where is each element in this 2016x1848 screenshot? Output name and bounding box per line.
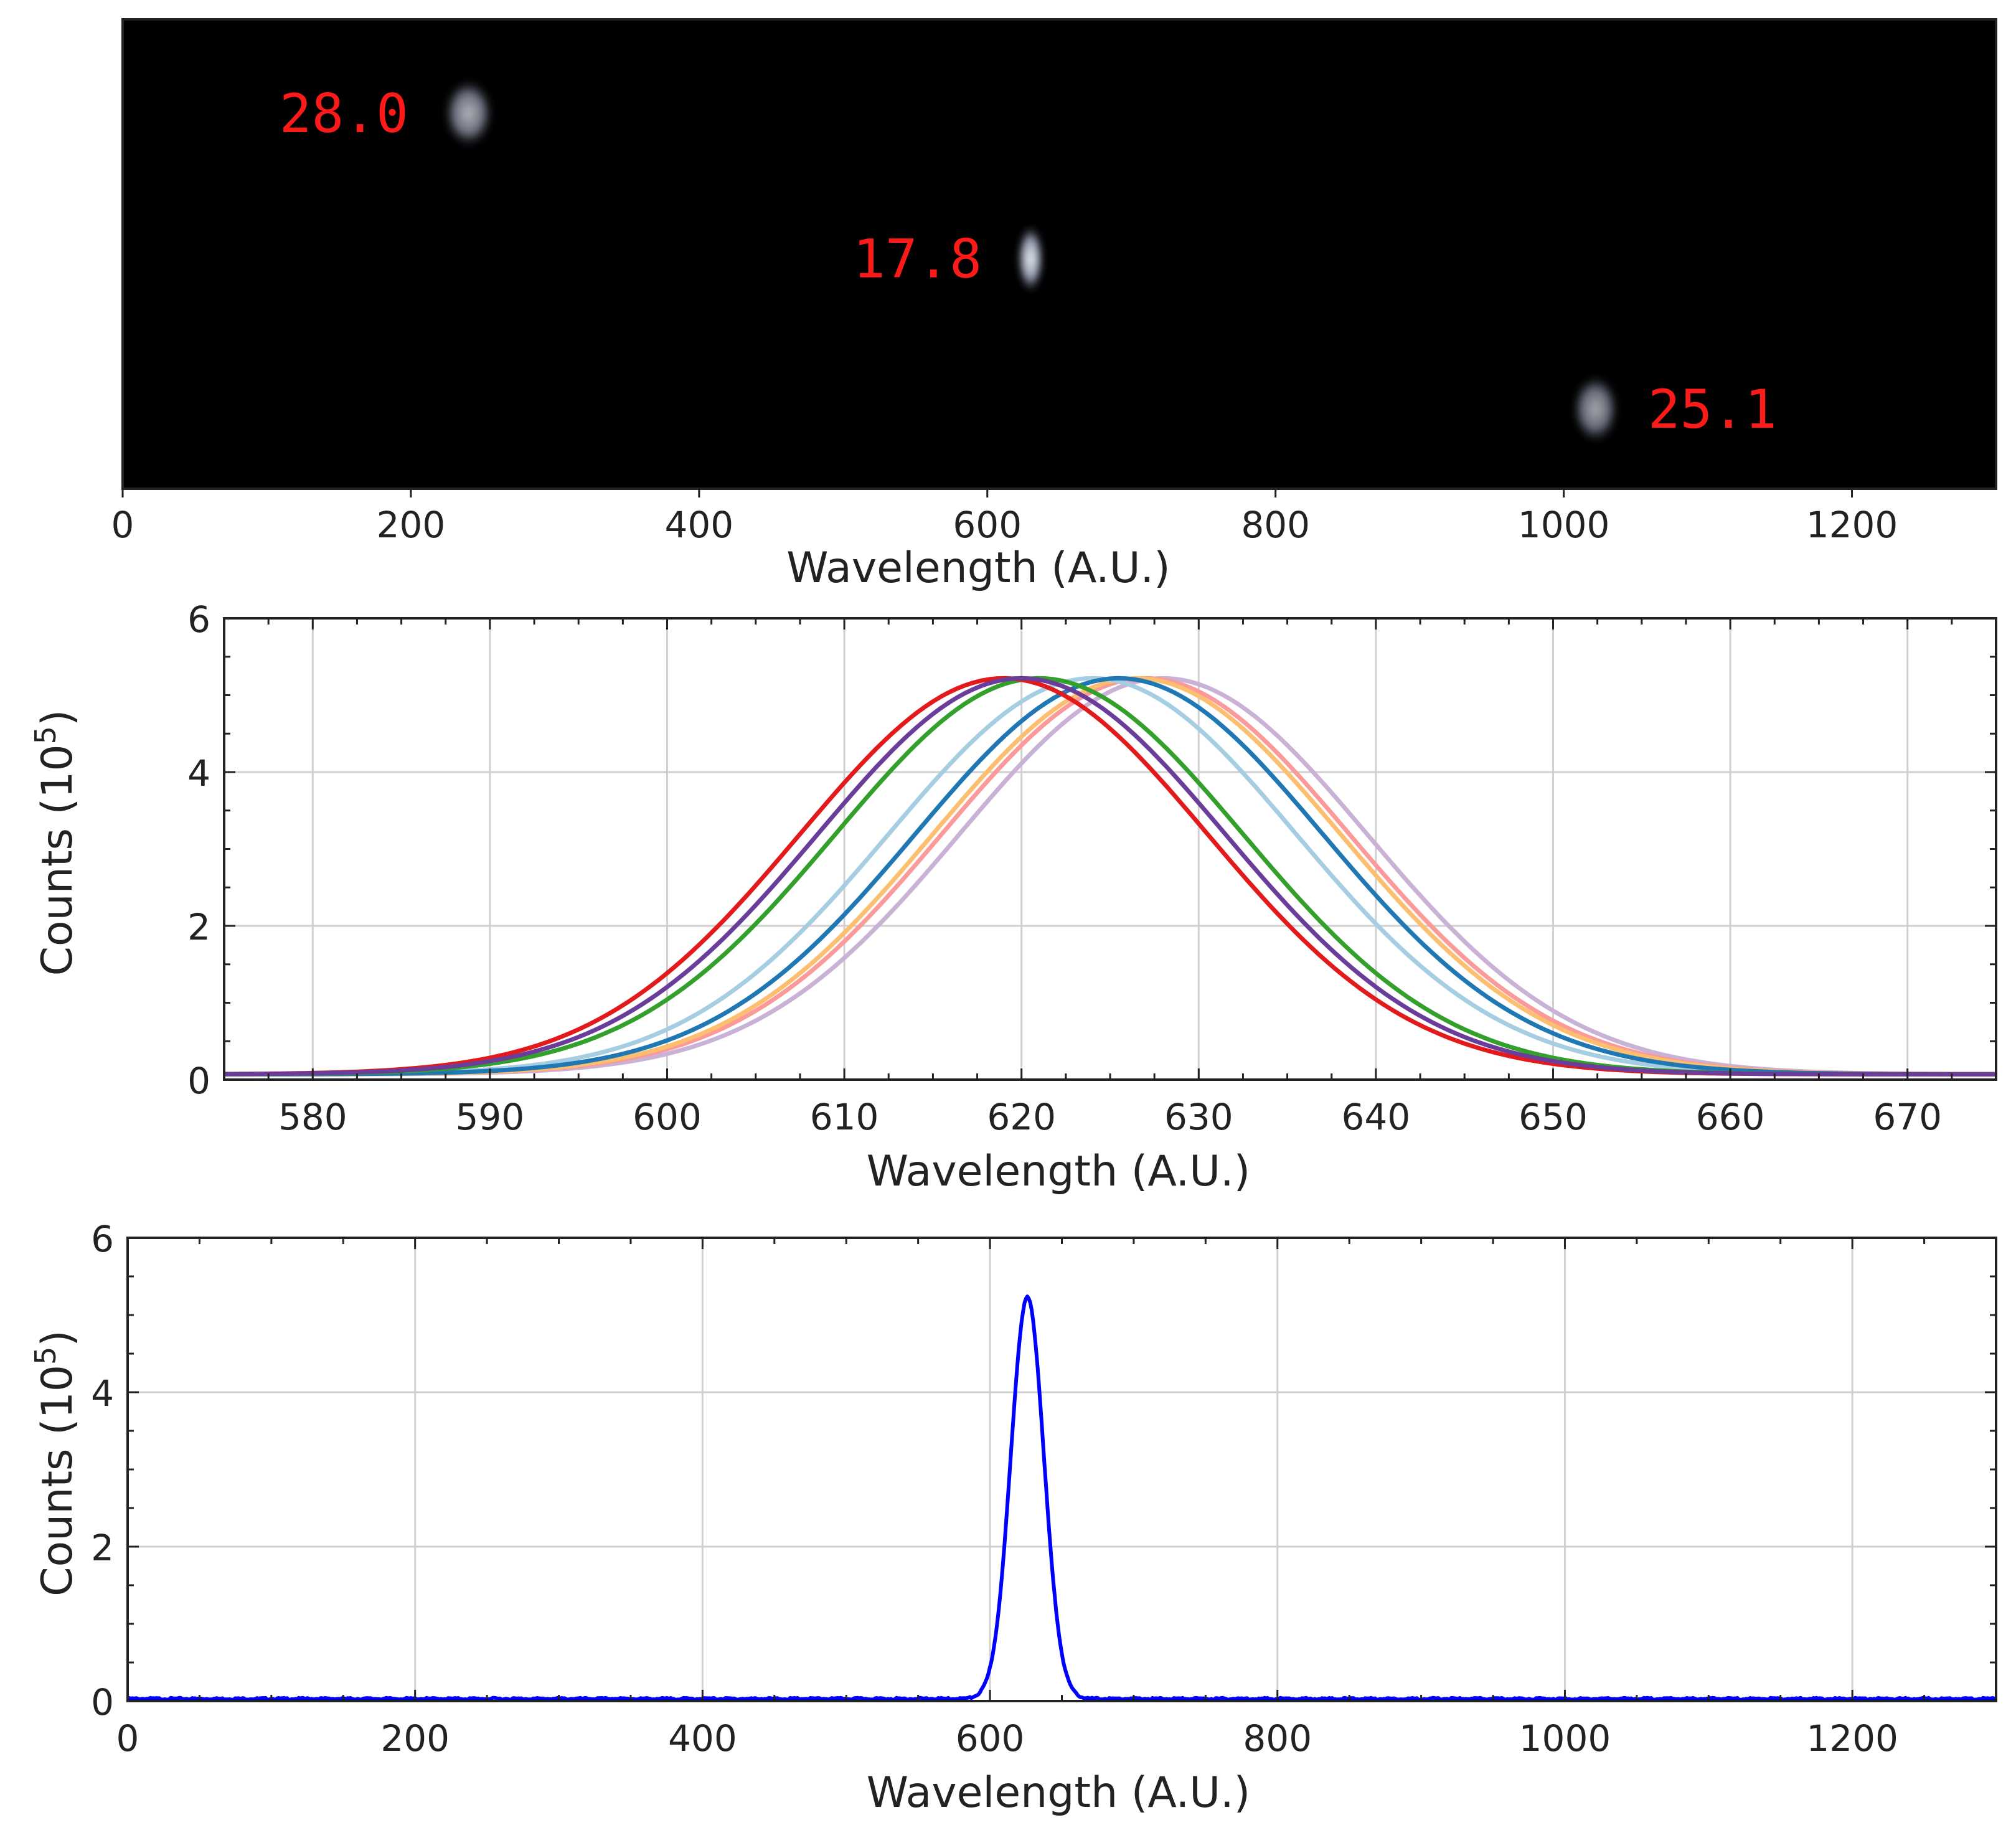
x-tick-label: 1000 xyxy=(1519,1717,1611,1760)
x-tick-label: 800 xyxy=(1243,1717,1312,1760)
x-tick-label: 200 xyxy=(380,1717,450,1760)
x-tick-label: 1000 xyxy=(1518,504,1610,546)
series-line-7 xyxy=(224,676,1996,1077)
y-tick-label: 0 xyxy=(91,1681,114,1723)
x-tick-label: 670 xyxy=(1873,1096,1942,1138)
x-tick-label: 1200 xyxy=(1806,504,1898,546)
x-tick-label: 600 xyxy=(633,1096,702,1138)
y-tick-label: 2 xyxy=(187,906,210,948)
x-axis-label: Wavelength (A.U.) xyxy=(786,544,1170,593)
x-tick-label: 640 xyxy=(1342,1096,1411,1138)
x-tick-label: 200 xyxy=(377,504,446,546)
image-background xyxy=(123,19,1996,489)
spot-2 xyxy=(1571,374,1620,445)
x-tick-label: 650 xyxy=(1519,1096,1588,1138)
spectrum-image-panel: 28.0 17.8 25.1 0 200 400 600 800 1000 1200 Wavelen… xyxy=(111,18,1997,593)
y-tick-label: 2 xyxy=(91,1527,114,1569)
x-tick-label: 600 xyxy=(953,504,1022,546)
y-tick-label: 0 xyxy=(187,1060,210,1102)
y-axis-label: Counts (105) xyxy=(29,1330,82,1596)
x-tick-label: 600 xyxy=(956,1717,1025,1760)
full-spectrum-panel: 0 200 400 600 800 1000 1200 0 2 4 6 Wavelength (A.U… xyxy=(29,1218,1997,1817)
plot-frame xyxy=(223,617,1997,1081)
spot-0 xyxy=(442,78,495,149)
y-axis-label: Counts (105) xyxy=(29,710,82,976)
x-tick-label: 630 xyxy=(1164,1096,1233,1138)
series-line-4 xyxy=(224,676,1996,1077)
y-tick-label: 6 xyxy=(91,1218,114,1260)
x-tick-label: 400 xyxy=(664,504,733,546)
x-tick-label: 590 xyxy=(456,1096,525,1138)
x-tick-label: 610 xyxy=(810,1096,879,1138)
plot-frame xyxy=(121,18,1997,490)
spot-label-1: 17.8 xyxy=(853,229,982,291)
x-tick-label: 800 xyxy=(1241,504,1310,546)
x-tick-label: 1200 xyxy=(1806,1717,1898,1760)
y-tick-label: 4 xyxy=(187,752,210,794)
y-tick-label: 4 xyxy=(91,1372,114,1415)
x-tick-label: 0 xyxy=(111,504,134,546)
zoomed-spectra-panel: 580 590 600 610 620 630 640 650 660 670 0 2 4 6 Wavele… xyxy=(29,598,1997,1196)
x-tick-label: 400 xyxy=(668,1717,737,1760)
x-tick-label: 660 xyxy=(1696,1096,1765,1138)
plot-area xyxy=(224,618,1996,1080)
x-axis-label: Wavelength (A.U.) xyxy=(867,1768,1250,1817)
plot-area xyxy=(128,1238,1996,1701)
spot-label-0: 28.0 xyxy=(280,83,408,145)
x-axis-label: Wavelength (A.U.) xyxy=(867,1147,1250,1196)
plot-frame xyxy=(126,1237,1997,1702)
y-tick-label: 6 xyxy=(187,598,210,641)
x-tick-label: 580 xyxy=(278,1096,347,1138)
spot-1 xyxy=(1016,223,1045,295)
spot-label-2: 25.1 xyxy=(1648,379,1777,441)
x-tick-label: 0 xyxy=(116,1717,139,1760)
series-line-0 xyxy=(126,1294,1997,1702)
x-tick-label: 620 xyxy=(987,1096,1056,1138)
